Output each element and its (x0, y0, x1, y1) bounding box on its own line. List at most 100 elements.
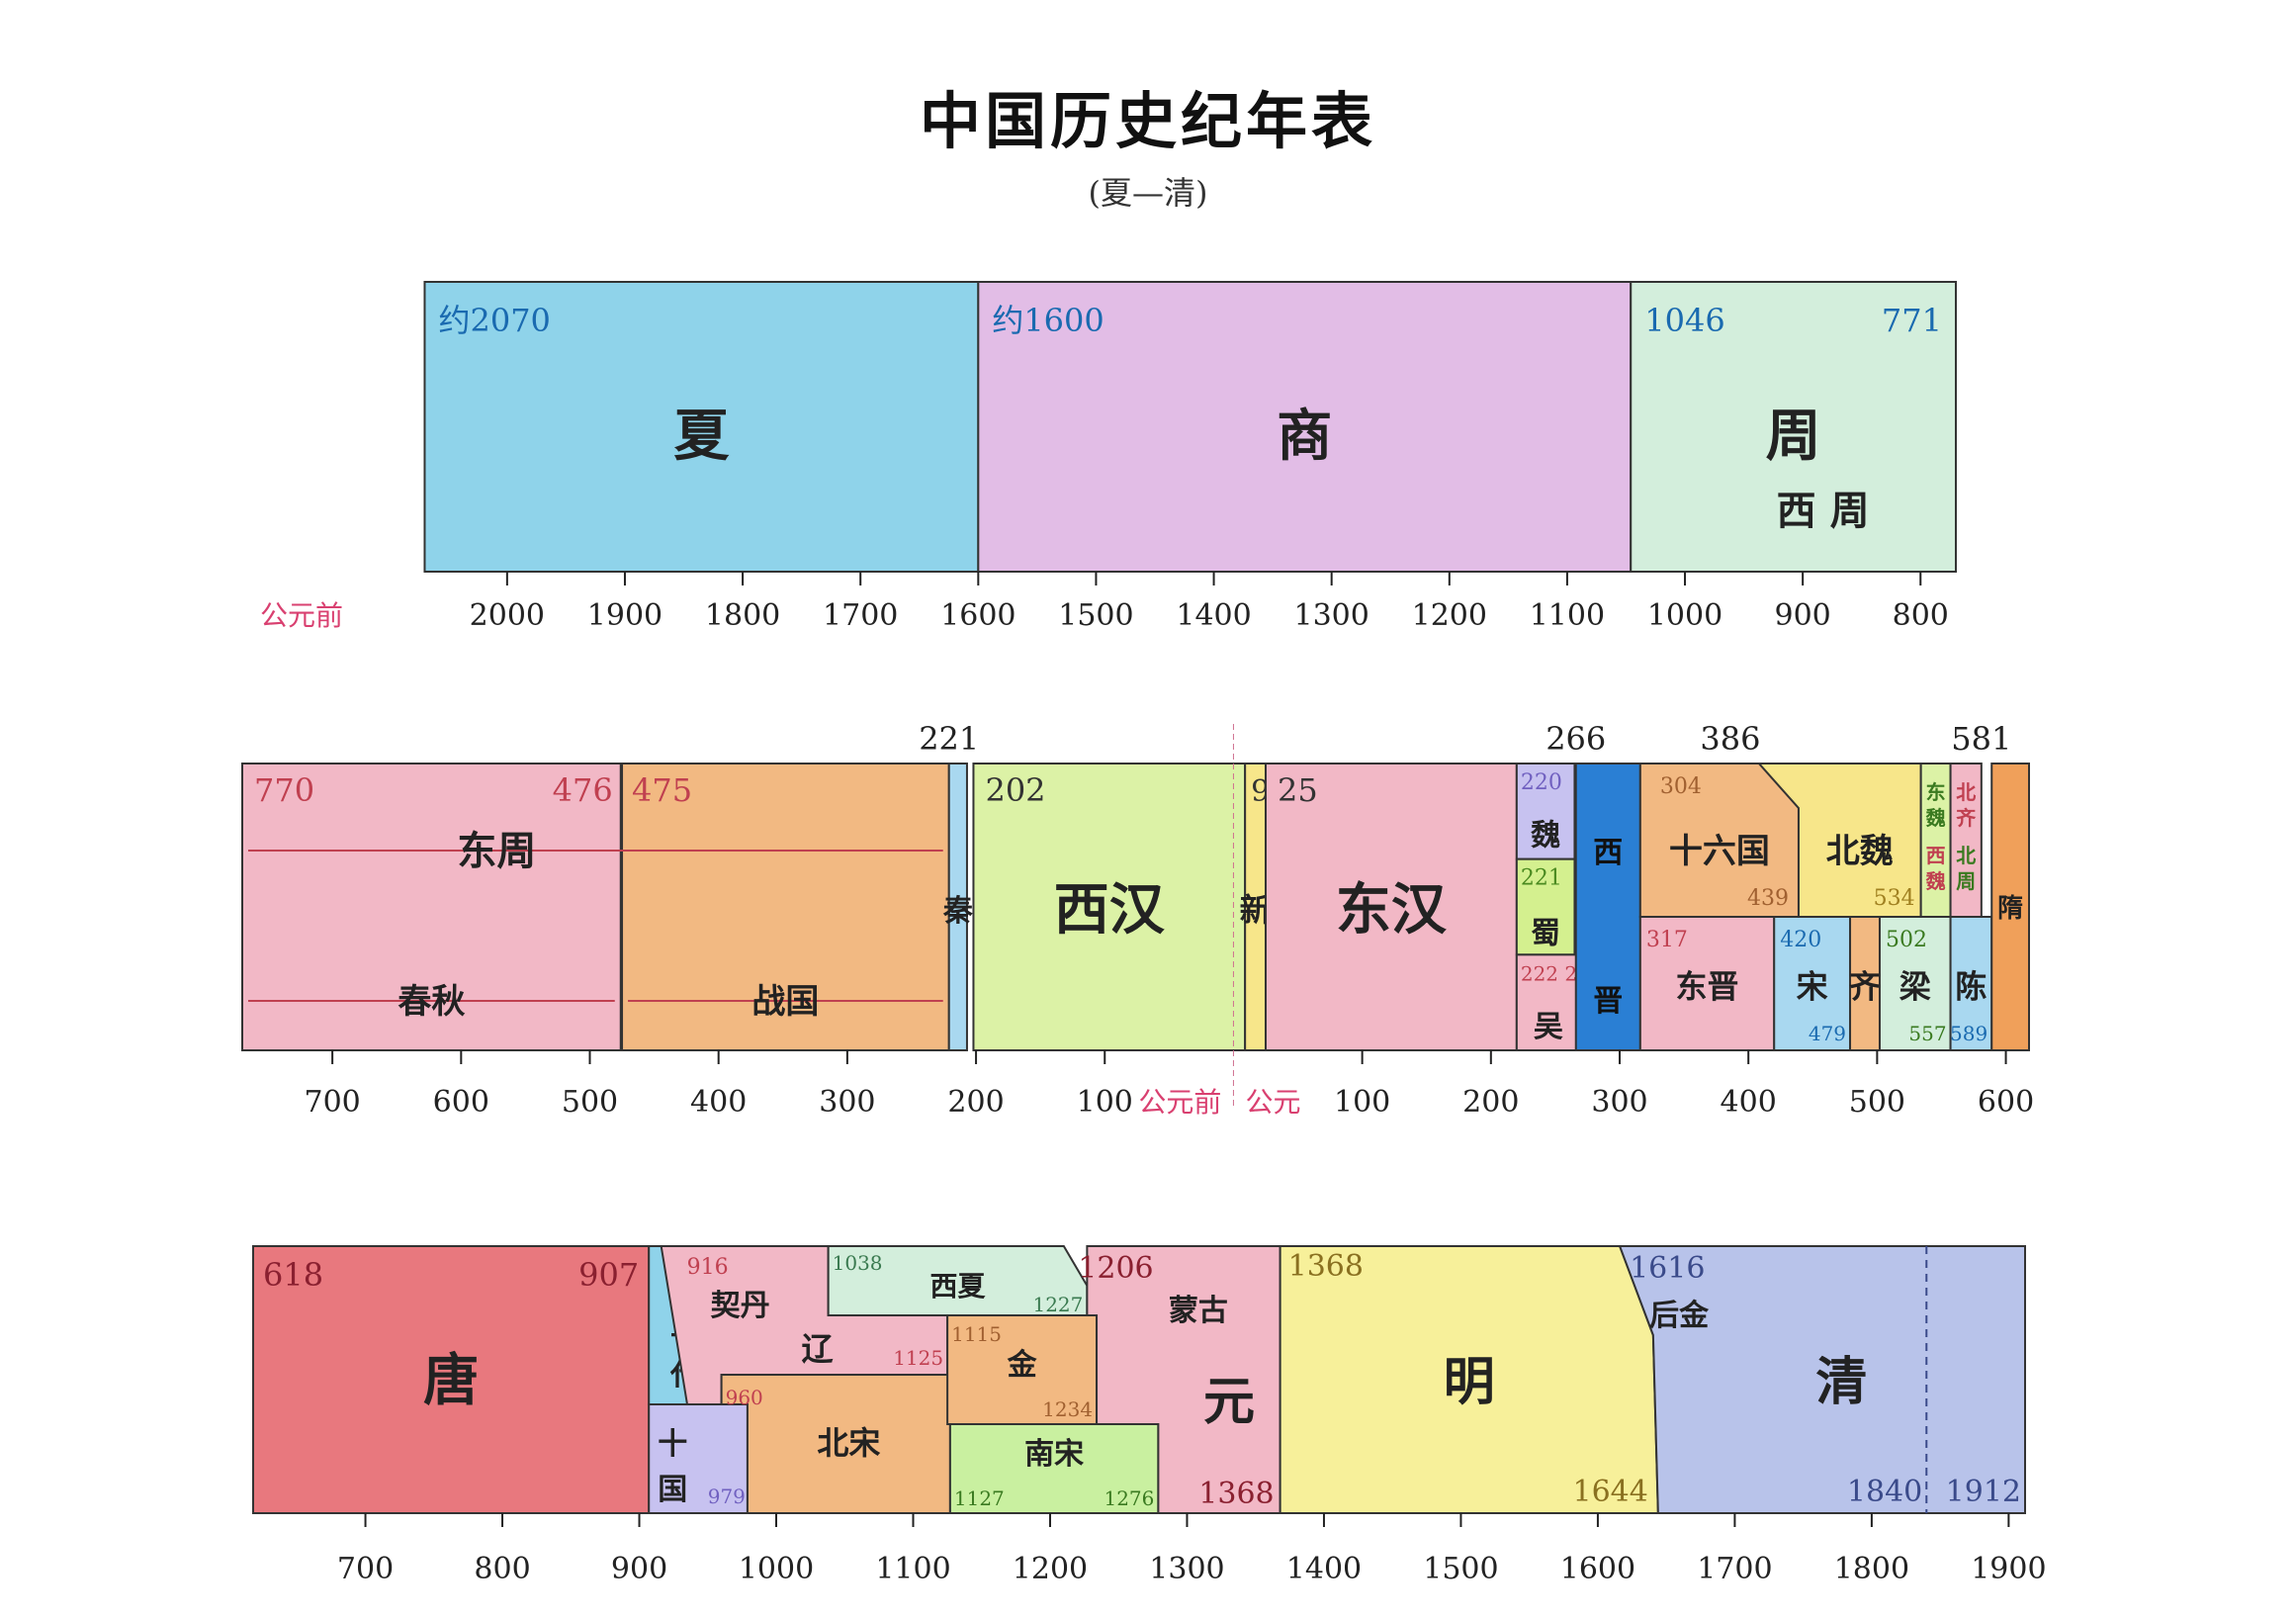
tick-label: 200 (947, 1085, 1004, 1120)
tick-label: 1000 (1647, 598, 1722, 633)
dynasty-name: 唐 (423, 1348, 479, 1413)
dynasty-name: 齐 (1849, 968, 1881, 1006)
year-label: 1368 (1288, 1249, 1364, 1284)
dynasty-name: 晋 (1593, 984, 1623, 1019)
year-label: 25 (1278, 771, 1318, 809)
year-label: 502 (1886, 928, 1927, 952)
dynasty-name: 魏 (1925, 869, 1946, 893)
year-label: 771 (1882, 302, 1942, 339)
year-label: 770 (254, 771, 314, 809)
year-label: 1227 (1032, 1293, 1083, 1316)
subtitle: (夏—清) (1088, 174, 1208, 212)
year-label: 589 (1950, 1022, 1987, 1045)
tick-label: 1500 (1423, 1552, 1498, 1586)
dynasty-block (1773, 916, 1852, 1051)
dynasty-name: 蜀 (1531, 916, 1560, 950)
dynasty-block (1630, 281, 1958, 573)
year-label: 约1600 (992, 302, 1104, 339)
dynasty-name: 梁 (1899, 968, 1931, 1006)
tick-label: 1300 (1293, 598, 1369, 633)
dynasty-name: 隋 (1997, 894, 2023, 924)
marker-label: 221 (919, 720, 979, 758)
year-label: 220 (1521, 770, 1562, 795)
tick-label: 200 (1462, 1085, 1519, 1120)
tick-label: 2000 (470, 598, 545, 633)
tick-label: 1600 (1560, 1552, 1635, 1586)
dynasty-name: 东晋 (1676, 968, 1739, 1006)
year-label: 1046 (1644, 302, 1724, 339)
dynasty-name: 魏 (1531, 819, 1560, 854)
dynasty-block (1919, 763, 1952, 918)
tick-label: 1200 (1412, 598, 1487, 633)
dynasty-name: 契丹 (711, 1289, 770, 1323)
tick-label: 1900 (1971, 1552, 2046, 1586)
tick-label: 400 (690, 1085, 747, 1120)
year-label: 1276 (1104, 1486, 1154, 1510)
dynasty-subname: 西 周 (1777, 488, 1870, 534)
year-label: 317 (1646, 928, 1688, 952)
dynasty-name: 西 (1593, 836, 1623, 870)
tick-label: 1700 (1697, 1552, 1772, 1586)
dynasty-name: 蒙古 (1169, 1294, 1228, 1328)
tick-label: 500 (1849, 1085, 1905, 1120)
year-label: 479 (1809, 1022, 1846, 1045)
year-label: 618 (263, 1256, 323, 1294)
year-label: 1644 (1573, 1475, 1648, 1509)
tick-label: 600 (1978, 1085, 2034, 1120)
year-label: 476 (553, 771, 613, 809)
dynasty-block (621, 763, 950, 1051)
tick-label: 1100 (875, 1552, 950, 1586)
tick-label: 600 (433, 1085, 489, 1120)
tick-label: 100 (1077, 1085, 1133, 1120)
tick-label: 700 (337, 1552, 394, 1586)
tick-label: 900 (1775, 598, 1831, 633)
dynasty-block (947, 763, 968, 1051)
dynasty-name: 西 (1926, 844, 1946, 867)
year-label: 221 (1521, 866, 1562, 891)
dynasty-name: 北 (1956, 844, 1976, 867)
dynasty-block (241, 763, 622, 1051)
dynasty-name: 周 (1766, 404, 1821, 469)
dynasty-block (648, 1403, 749, 1514)
year-label: 960 (726, 1386, 763, 1409)
dynasty-name: 北宋 (817, 1424, 880, 1462)
dynasty-block (1574, 763, 1641, 1051)
dynasty-name: 东周 (457, 828, 536, 874)
dynasty-name: 国 (658, 1473, 687, 1507)
dynasty-name: 吴 (1534, 1010, 1563, 1044)
dynasty-block (1264, 763, 1518, 1051)
dynasty-name: 北魏 (1826, 832, 1894, 871)
tick-label: 1300 (1149, 1552, 1224, 1586)
tick-label: 1500 (1058, 598, 1133, 633)
marker-label: 386 (1700, 720, 1760, 758)
tick-label: 1400 (1176, 598, 1251, 633)
dynasty-name: 战国 (751, 982, 819, 1022)
tick-label: 1800 (705, 598, 780, 633)
dynasty-name: 西汉 (1054, 877, 1166, 943)
year-label: 1912 (1946, 1475, 2021, 1509)
dynasty-name: 清 (1815, 1352, 1867, 1412)
dynasty-block (948, 1423, 1160, 1514)
year-label: 304 (1660, 774, 1702, 799)
year-label: 420 (1780, 928, 1821, 952)
tick-label: 1000 (739, 1552, 814, 1586)
year-label: 475 (632, 771, 692, 809)
dynasty-name: 齐 (1956, 806, 1977, 830)
tick-label: 1400 (1286, 1552, 1362, 1586)
tick-label: 1600 (940, 598, 1016, 633)
dynasty-name: 元 (1203, 1372, 1255, 1432)
era-label: 公元 (1245, 1086, 1300, 1119)
year-label: 约2070 (438, 302, 550, 339)
tick-label: 1900 (587, 598, 662, 633)
dynasty-name: 十六国 (1669, 832, 1770, 871)
tick-label: 700 (304, 1085, 360, 1120)
tick-label: 800 (1893, 598, 1949, 633)
tick-label: 500 (562, 1085, 618, 1120)
tick-label: 1100 (1530, 598, 1605, 633)
year-label: 1038 (833, 1251, 883, 1275)
dynasty-name: 秦 (942, 894, 974, 929)
year-label: 439 (1747, 886, 1789, 911)
era-label: 公元前 (260, 599, 343, 632)
year-label: 916 (687, 1255, 729, 1280)
